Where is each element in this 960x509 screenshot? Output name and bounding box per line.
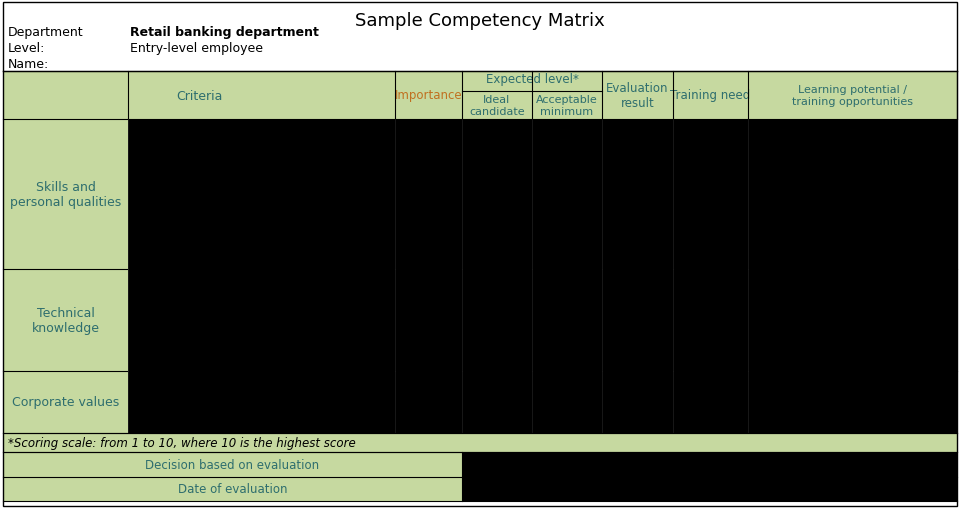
Text: Retail banking department: Retail banking department <box>130 26 319 39</box>
Bar <box>3 452 462 477</box>
Text: Level:: Level: <box>8 42 45 55</box>
Text: Criteria: Criteria <box>176 89 222 102</box>
Text: *Scoring scale: from 1 to 10, where 10 is the highest score: *Scoring scale: from 1 to 10, where 10 i… <box>8 436 356 449</box>
Bar <box>128 120 957 269</box>
Bar <box>3 477 462 501</box>
Bar <box>3 371 128 433</box>
Text: Name:: Name: <box>8 58 49 71</box>
Text: Technical
knowledge: Technical knowledge <box>32 306 100 334</box>
Bar <box>3 269 128 371</box>
Text: Date of evaluation: Date of evaluation <box>178 483 287 496</box>
Text: Training need: Training need <box>670 89 751 102</box>
Bar <box>462 477 957 501</box>
Bar <box>3 72 957 120</box>
Text: Acceptable
minimum: Acceptable minimum <box>536 95 598 117</box>
Text: Learning potential /
training opportunities: Learning potential / training opportunit… <box>792 85 913 106</box>
Text: Sample Competency Matrix: Sample Competency Matrix <box>355 12 605 30</box>
Text: Importance: Importance <box>395 89 463 102</box>
Text: Skills and
personal qualities: Skills and personal qualities <box>10 181 121 209</box>
Bar <box>128 269 957 371</box>
Bar <box>3 433 957 452</box>
Bar <box>128 371 957 433</box>
Bar <box>3 120 128 269</box>
Text: Ideal
candidate: Ideal candidate <box>469 95 525 117</box>
Text: Evaluation
result: Evaluation result <box>607 82 669 110</box>
Bar <box>462 452 957 477</box>
Text: Decision based on evaluation: Decision based on evaluation <box>145 458 320 471</box>
Text: Department: Department <box>8 26 84 39</box>
Text: Corporate values: Corporate values <box>12 395 119 409</box>
Text: Entry-level employee: Entry-level employee <box>130 42 263 55</box>
Text: Expected level*: Expected level* <box>486 73 579 86</box>
